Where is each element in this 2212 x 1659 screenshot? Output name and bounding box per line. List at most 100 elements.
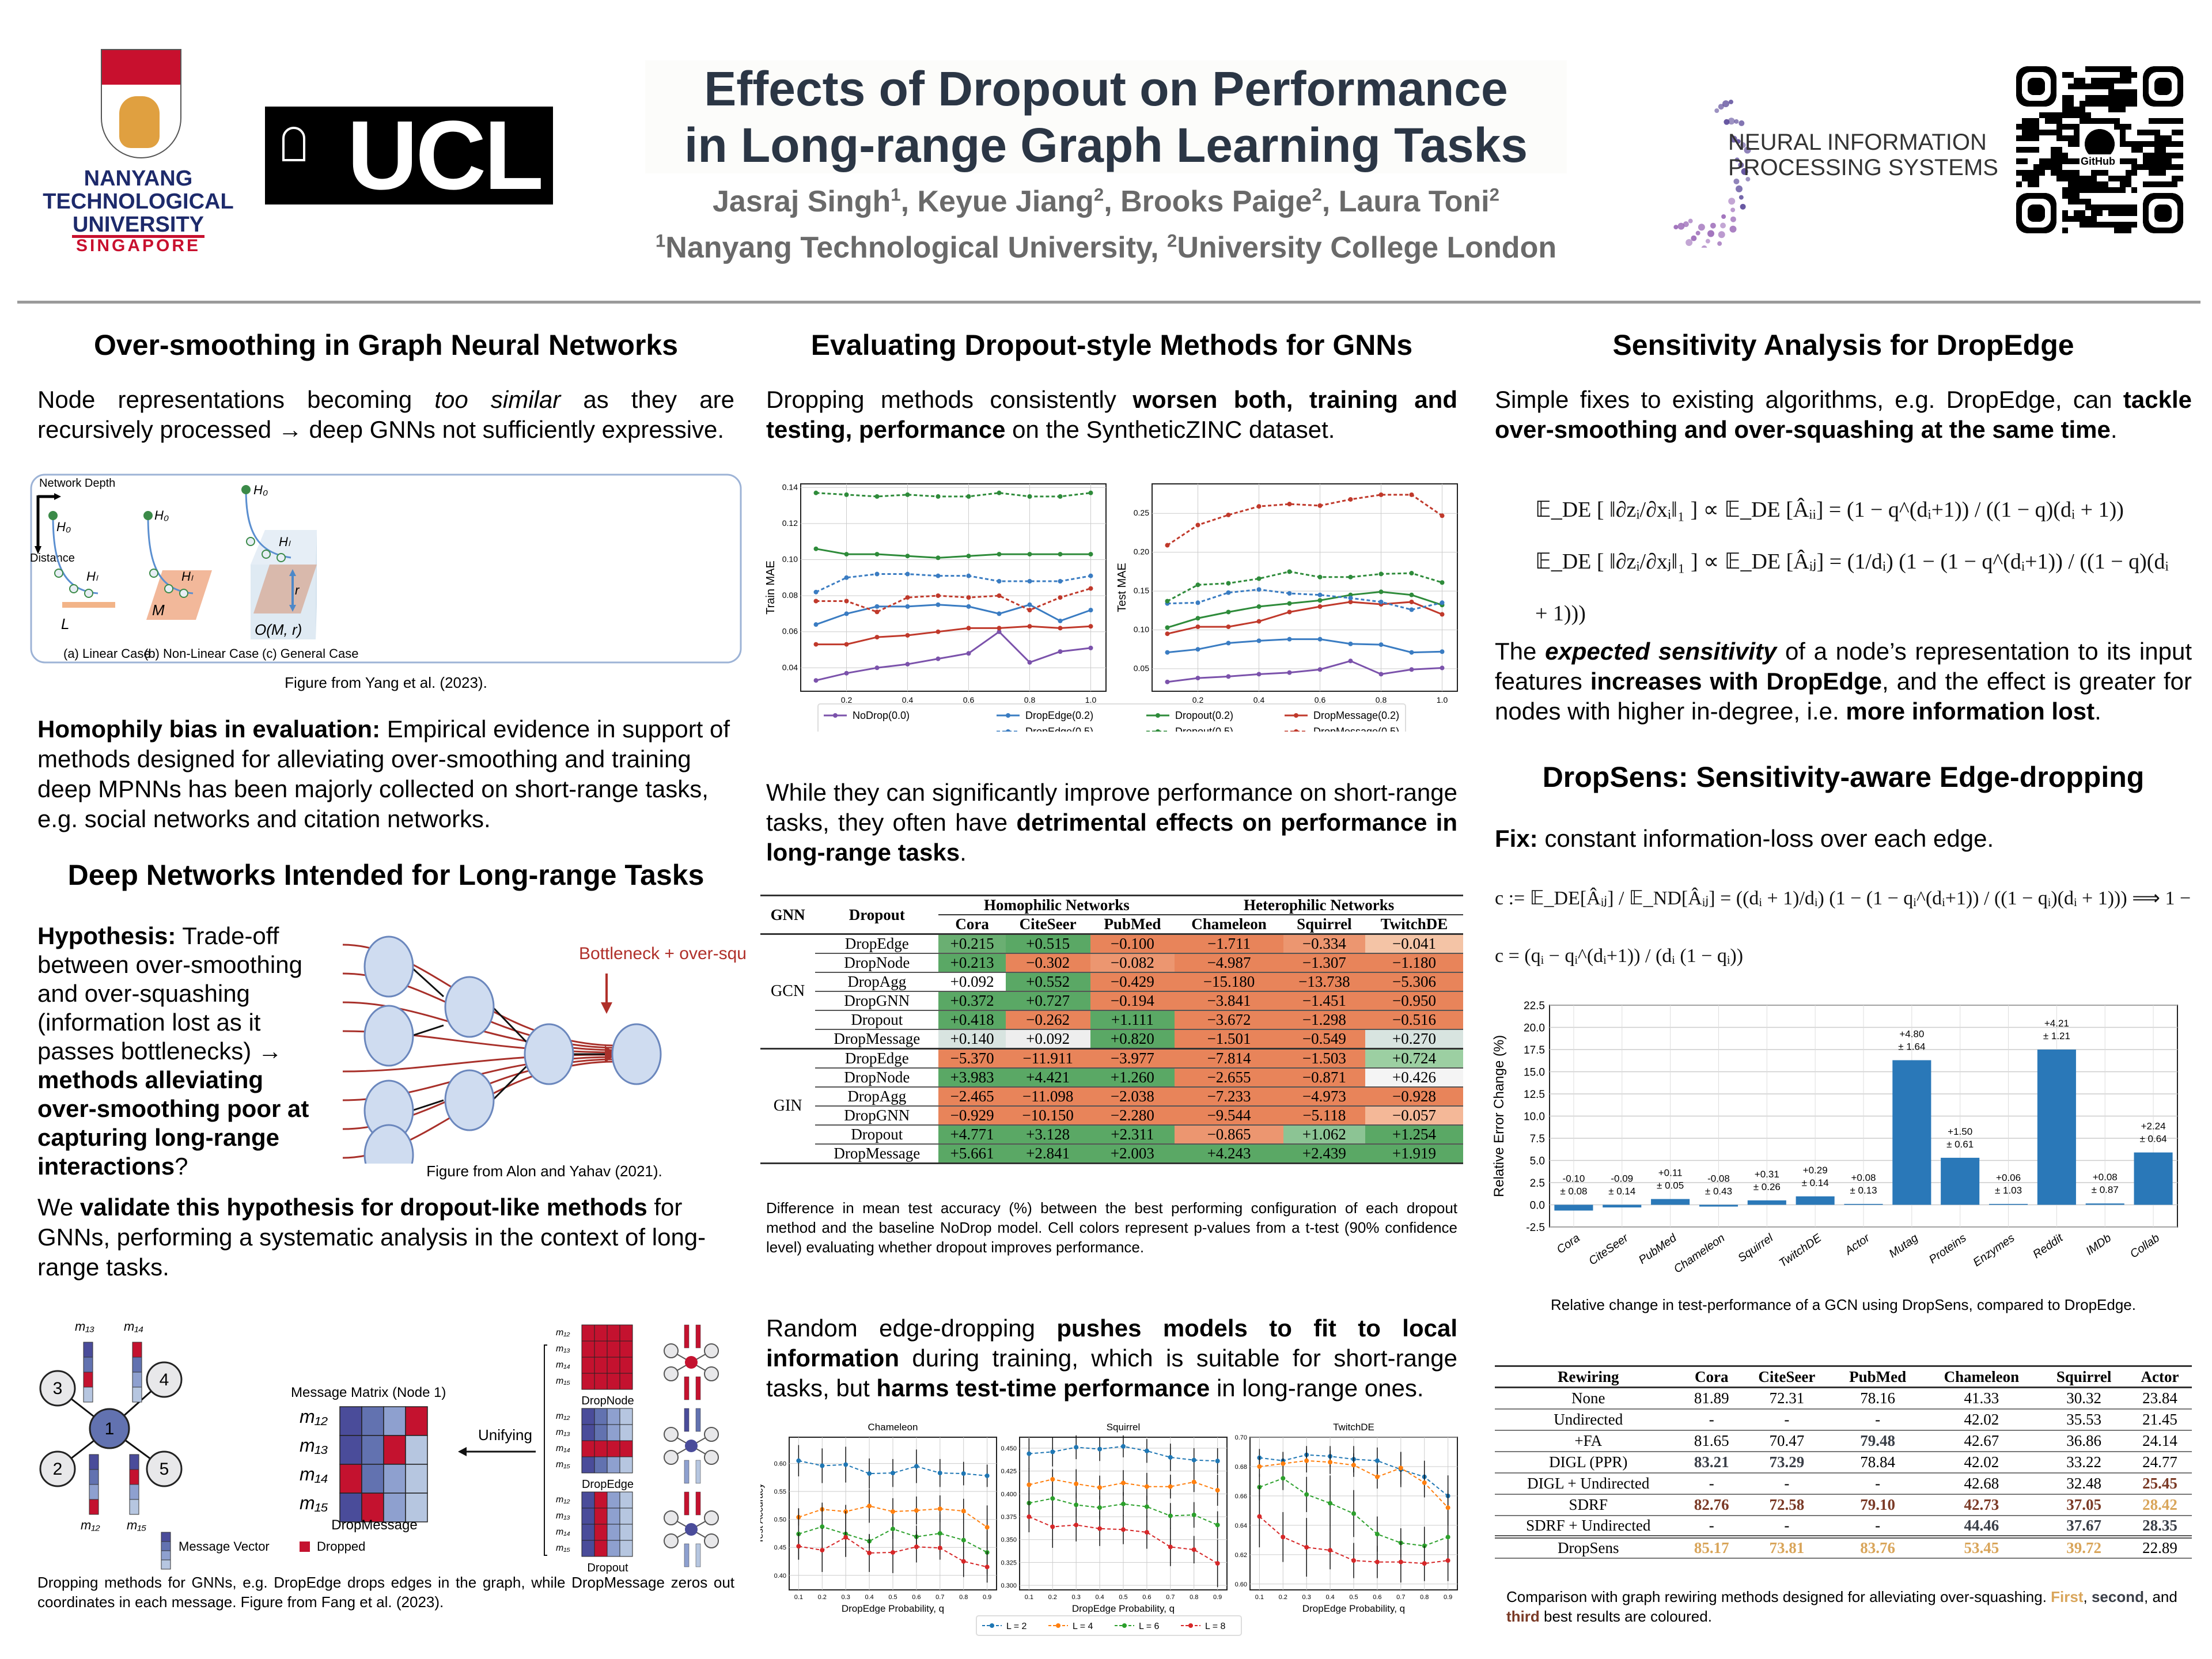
table-cell: −15.180: [1175, 972, 1283, 991]
mini-message: [684, 1491, 690, 1516]
variant-cell: [594, 1357, 608, 1374]
table-cell: +0.213: [938, 953, 1006, 972]
ucl-portico-icon: [282, 127, 305, 161]
y-tick-label: 0.05: [1134, 664, 1149, 673]
data-point: [1378, 672, 1384, 677]
y-tick-label: 20.0: [1524, 1022, 1545, 1035]
legend-label: DropMessage(0.5): [1313, 726, 1399, 732]
col-dropout: Dropout: [849, 906, 905, 923]
table-cell: 72.31: [1741, 1387, 1832, 1410]
data-point: [1422, 1543, 1427, 1548]
data-point: [905, 554, 910, 559]
variant-cell: [581, 1340, 595, 1358]
bar-chart-caption: Relative change in test-performance of a…: [1551, 1296, 2136, 1313]
equation-self-sensitivity: 𝔼_DE [ ‖∂zᵢ/∂xᵢ‖₁ ] ∝ 𝔼_DE [Âᵢᵢ] = (1 − …: [1535, 498, 2124, 522]
data-point: [1097, 1446, 1103, 1452]
data-point: [905, 604, 910, 609]
variant-cell: [619, 1491, 633, 1509]
figure-caption-yang: Figure from Yang et al. (2023).: [285, 674, 487, 691]
chart-legend: NoDrop(0.0) DropEdge(0.2) Dropout(0.2) Drop…: [817, 703, 1406, 732]
matrix-cell: [383, 1435, 406, 1465]
data-point: [1195, 624, 1200, 630]
data-point: [935, 656, 941, 661]
table-cell: +0.270: [1365, 1029, 1463, 1049]
legend-label: DropEdge(0.5): [1025, 726, 1093, 732]
data-point: [1088, 624, 1093, 629]
data-point: [1168, 1544, 1173, 1550]
col-dataset: TwitchDE: [1380, 915, 1448, 933]
y-tick-label: 0.06: [782, 627, 798, 636]
legend-label: L = 4: [1073, 1622, 1093, 1631]
data-point: [984, 1525, 990, 1530]
y-tick-label: 0.64: [1235, 1522, 1247, 1529]
data-point: [1287, 601, 1292, 606]
mini-graph-node: [664, 1510, 679, 1525]
qr-code-icon[interactable]: [2016, 63, 2183, 236]
data-point: [1256, 672, 1262, 677]
data-point: [874, 571, 880, 577]
data-point: [1215, 1560, 1220, 1566]
table-cell: 72.58: [1741, 1494, 1832, 1516]
data-point: [1440, 612, 1445, 617]
data-point: [1398, 1465, 1403, 1471]
data-point: [984, 1565, 990, 1570]
table-cell: 42.02: [1923, 1408, 2040, 1431]
table-row: DropSens 85.17 73.81 83.76 53.45 39.72 22.89: [1495, 1536, 2192, 1559]
bar-error-label: ± 0.26: [1753, 1181, 1781, 1192]
x-tick-label: Proteins: [1927, 1232, 1969, 1266]
x-tick-label: 0.7: [1166, 1594, 1175, 1601]
data-point: [1378, 642, 1384, 647]
y-tick-label: 0.325: [1001, 1559, 1017, 1566]
edge-arrow: [411, 1024, 444, 1037]
chart-title: Squirrel: [1107, 1422, 1141, 1433]
col-header: Actor: [2128, 1366, 2192, 1388]
data-point: [1058, 579, 1063, 584]
data-point: [1409, 592, 1414, 597]
mini-graph-node: [704, 1450, 719, 1465]
x-axis-label: DropEdge Probability, q: [1072, 1603, 1175, 1614]
y-tick-label: 7.5: [1530, 1133, 1545, 1145]
table-cell: +0.372: [938, 991, 1006, 1010]
gnn-label: GIN: [773, 1097, 802, 1115]
data-point: [935, 593, 941, 599]
table-cell: −0.262: [1005, 1010, 1090, 1029]
data-point: [1304, 1458, 1309, 1463]
qr-github-label: GitHub: [2080, 154, 2116, 169]
x-tick-label: 0.8: [959, 1594, 968, 1601]
msg-label: m₁₂: [81, 1518, 100, 1532]
data-point: [1351, 1463, 1356, 1468]
data-point: [961, 1471, 966, 1476]
oversmoothing-text: Node representations becoming too simila…: [37, 385, 734, 445]
text-run: The: [1495, 638, 1546, 665]
table-cell: 39.72: [2040, 1536, 2128, 1559]
y-tick-label: 0.25: [1134, 508, 1149, 517]
y-tick-label: 17.5: [1524, 1044, 1545, 1056]
variant-cell: [594, 1508, 608, 1525]
author-aff: 2: [1312, 184, 1322, 205]
table-cell: 32.48: [2040, 1472, 2128, 1495]
data-point: [1191, 1547, 1196, 1552]
series-line: [1029, 1478, 1218, 1491]
table-cell: −11.098: [1005, 1086, 1090, 1106]
x-tick-label: 0.4: [1253, 695, 1265, 704]
data-point: [966, 595, 971, 600]
variant-cell: [581, 1357, 595, 1374]
legend-third: third: [1506, 1608, 1540, 1625]
data-point: [1351, 1511, 1356, 1516]
method-label: Dropout: [815, 1010, 939, 1029]
data-point: [1215, 1522, 1220, 1528]
table-row: Undirected - - -42.02 35.53 21.45: [1495, 1408, 2192, 1431]
data-point: [935, 602, 941, 607]
section-title-sensitivity: Sensitivity Analysis for DropEdge: [1612, 329, 2074, 361]
matrix-row-label: m₁₂: [300, 1406, 328, 1427]
variant-label: Dropout: [587, 1562, 628, 1574]
chart-test_mae: 0.20.40.60.81.00.050.100.150.200.25Commu…: [1116, 483, 1458, 721]
hl-label: Hₗ: [181, 569, 194, 584]
legend-box: [817, 703, 1406, 732]
message-vector-cell: [132, 1342, 142, 1358]
x-tick-label: 0.2: [1279, 1594, 1287, 1601]
table-cell: +4.771: [938, 1124, 1006, 1144]
message-vector-cell: [129, 1454, 139, 1470]
data-point: [1027, 660, 1032, 665]
graph-node: [39, 1450, 76, 1487]
